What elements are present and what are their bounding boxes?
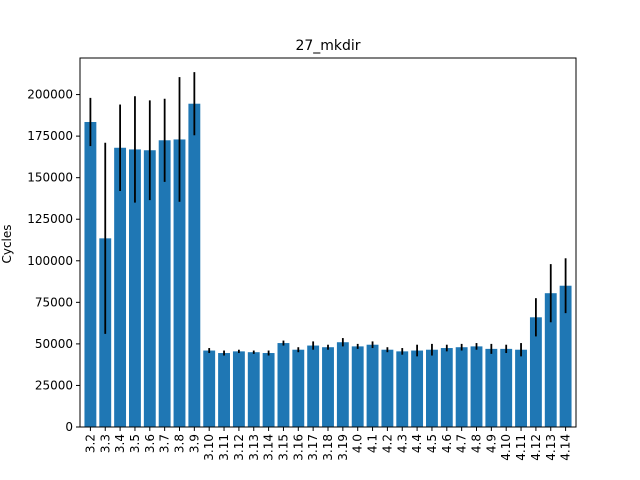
bar bbox=[470, 346, 483, 427]
x-tick-label: 3.2 bbox=[83, 434, 97, 453]
bar bbox=[515, 349, 527, 427]
x-tick-label: 4.14 bbox=[559, 434, 573, 461]
bar bbox=[366, 344, 379, 427]
bar bbox=[143, 150, 156, 427]
x-tick-label: 3.6 bbox=[143, 434, 157, 453]
bar bbox=[529, 317, 542, 427]
bar bbox=[277, 343, 290, 427]
bar bbox=[500, 348, 513, 427]
x-tick-label: 3.8 bbox=[173, 434, 187, 453]
x-tick-label: 3.17 bbox=[306, 434, 320, 461]
bar bbox=[322, 347, 334, 427]
plot-area bbox=[79, 57, 577, 428]
x-tick-label: 3.13 bbox=[247, 434, 261, 461]
x-tick-label: 3.19 bbox=[336, 434, 350, 461]
x-tick-label: 3.10 bbox=[202, 434, 216, 461]
y-tick-label: 0 bbox=[65, 420, 73, 434]
bar bbox=[114, 147, 127, 427]
bar bbox=[129, 149, 141, 428]
x-tick-label: 3.9 bbox=[187, 434, 201, 453]
bar bbox=[158, 140, 171, 427]
y-tick-label: 50000 bbox=[35, 337, 73, 351]
x-tick-label: 4.13 bbox=[544, 434, 558, 461]
bar bbox=[485, 348, 498, 427]
x-tick-label: 4.5 bbox=[425, 434, 439, 453]
x-tick-label: 3.12 bbox=[232, 434, 246, 461]
y-tick-label: 175000 bbox=[27, 129, 73, 143]
x-tick-label: 4.12 bbox=[529, 434, 543, 461]
x-axis: 3.2 3.3 3.4 3.5 3.6 3.7 3.8 3.9 3.10 3.11 3.12 3.13… bbox=[83, 427, 573, 461]
x-tick-label: 3.11 bbox=[217, 434, 231, 461]
bar bbox=[336, 342, 349, 427]
x-tick-label: 3.5 bbox=[128, 434, 142, 453]
bar bbox=[381, 349, 394, 427]
x-tick-label: 3.7 bbox=[158, 434, 172, 453]
bar bbox=[247, 352, 260, 427]
y-axis-label: Cycles bbox=[0, 224, 14, 263]
y-tick-label: 25000 bbox=[35, 378, 73, 392]
bar bbox=[544, 293, 557, 427]
y-tick-label: 100000 bbox=[27, 254, 73, 268]
bar bbox=[455, 347, 468, 427]
bar bbox=[292, 349, 305, 427]
x-tick-label: 4.11 bbox=[514, 434, 528, 461]
y-tick-label: 150000 bbox=[27, 171, 73, 185]
bar bbox=[411, 350, 424, 427]
bar bbox=[396, 351, 409, 427]
x-tick-label: 4.10 bbox=[499, 434, 513, 461]
bar bbox=[218, 353, 230, 427]
x-tick-label: 4.1 bbox=[366, 434, 380, 453]
x-tick-label: 3.16 bbox=[291, 434, 305, 461]
x-tick-label: 4.4 bbox=[410, 434, 424, 453]
x-tick-label: 4.7 bbox=[455, 434, 469, 453]
chart-title: 27_mkdir bbox=[295, 38, 360, 54]
y-tick-label: 200000 bbox=[27, 88, 73, 102]
x-tick-label: 4.3 bbox=[395, 434, 409, 453]
x-tick-label: 3.4 bbox=[113, 434, 127, 453]
x-tick-label: 4.8 bbox=[470, 434, 484, 453]
x-tick-label: 4.9 bbox=[484, 434, 498, 453]
x-tick-label: 3.18 bbox=[321, 434, 335, 461]
bar bbox=[84, 121, 97, 428]
y-axis: 0 25000 50000 75000 100000 125000 150000 175000… bbox=[27, 88, 80, 434]
y-tick-label: 75000 bbox=[35, 295, 73, 309]
bar bbox=[351, 346, 364, 427]
bar bbox=[203, 350, 216, 427]
bar bbox=[426, 349, 438, 427]
x-tick-label: 4.0 bbox=[351, 434, 365, 453]
bar bbox=[440, 348, 453, 427]
bar bbox=[262, 353, 275, 427]
bar bbox=[232, 351, 245, 427]
x-tick-label: 4.2 bbox=[380, 434, 394, 453]
x-tick-label: 4.6 bbox=[440, 434, 454, 453]
bar bbox=[188, 103, 201, 428]
x-tick-label: 3.3 bbox=[98, 434, 112, 453]
y-tick-label: 125000 bbox=[27, 212, 73, 226]
bar bbox=[559, 285, 572, 427]
bar bbox=[307, 345, 320, 427]
x-tick-label: 3.14 bbox=[262, 434, 276, 461]
x-tick-label: 3.15 bbox=[276, 434, 290, 461]
bar bbox=[173, 139, 186, 427]
